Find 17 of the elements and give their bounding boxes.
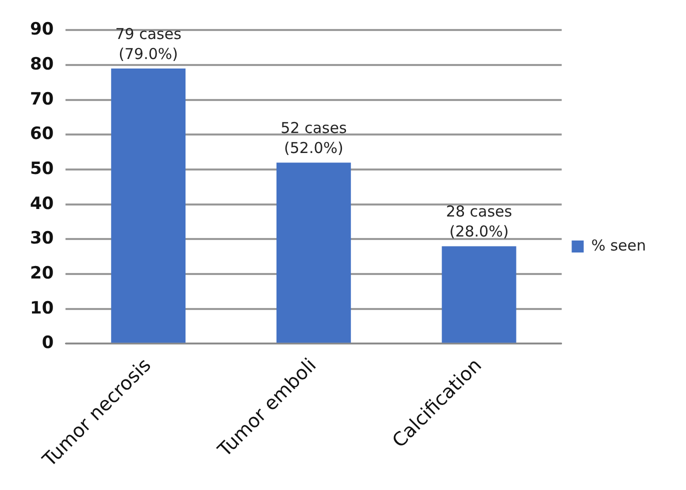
y-tick-label: 50	[30, 158, 54, 179]
y-tick-label: 60	[30, 124, 54, 144]
data-label: 52 cases (52.0%)	[280, 118, 347, 157]
bar	[442, 246, 516, 343]
bar	[111, 68, 186, 343]
legend-label: % seen	[591, 236, 646, 254]
y-tick-label: 30	[30, 228, 54, 249]
bar	[276, 162, 351, 343]
y-tick-label: 0	[42, 333, 54, 354]
y-tick-label: 80	[30, 54, 54, 74]
y-tick-label: 10	[30, 298, 54, 318]
y-tick-label: 20	[30, 263, 54, 284]
y-tick-label: 90	[30, 20, 54, 40]
data-label: 28 cases (28.0%)	[446, 202, 512, 241]
y-tick-label: 70	[30, 89, 54, 110]
y-tick-label: 40	[30, 194, 54, 214]
data-label: 79 cases (79.0%)	[115, 24, 182, 63]
